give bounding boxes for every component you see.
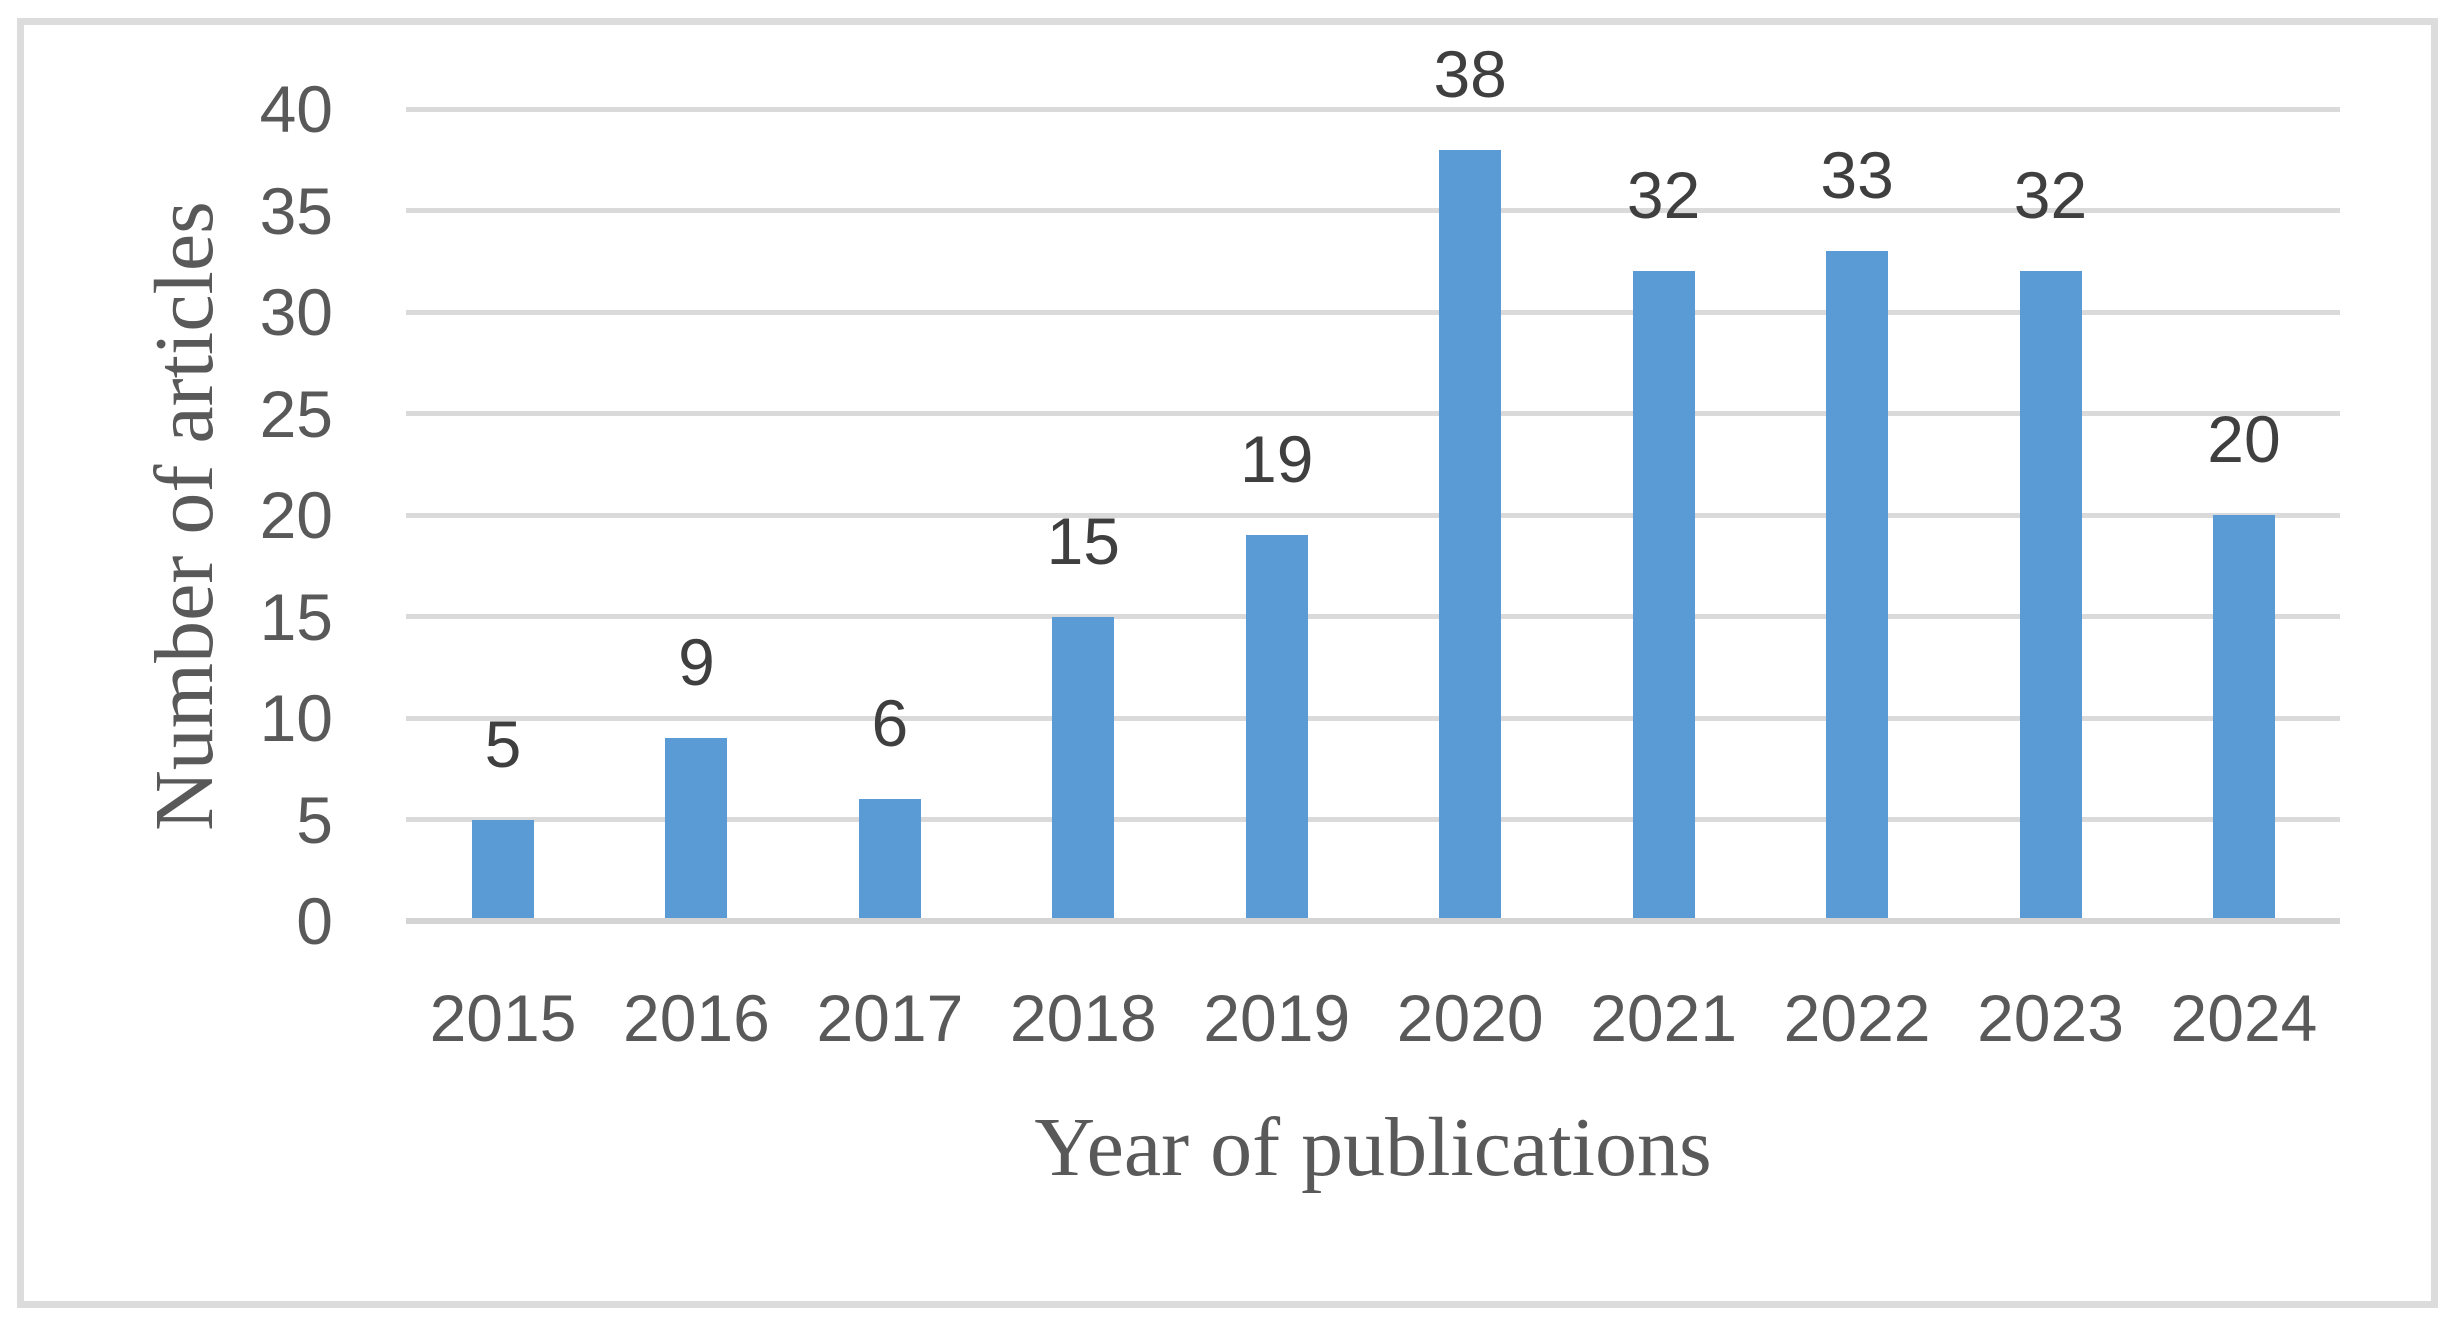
gridline — [406, 411, 2340, 416]
bar-value-label-2024: 20 — [2207, 402, 2281, 476]
x-tick-label-2021: 2021 — [1590, 981, 1738, 1055]
x-axis-title: Year of publications — [1034, 1101, 1712, 1194]
x-tick-label-2020: 2020 — [1396, 981, 1544, 1055]
bar-2021 — [1632, 271, 1695, 921]
y-tick-label: 30 — [259, 275, 333, 349]
x-tick-label-2015: 2015 — [429, 981, 577, 1055]
bar-value-label-2022: 33 — [1820, 138, 1894, 213]
bar-2023 — [2019, 271, 2082, 921]
x-tick-label-2016: 2016 — [623, 981, 770, 1055]
x-tick-label-2024: 2024 — [2170, 981, 2318, 1055]
gridline — [406, 512, 2340, 518]
bar-2022 — [1826, 251, 1889, 921]
gridline — [406, 309, 2340, 315]
y-tick-label: 10 — [259, 681, 333, 755]
bar-2020 — [1439, 149, 1502, 921]
y-tick-label: 25 — [259, 376, 333, 451]
bar-value-label-2018: 15 — [1046, 503, 1121, 578]
bar-value-label-2019: 19 — [1240, 422, 1314, 497]
bar-value-label-2016: 9 — [678, 625, 715, 700]
y-tick-label: 0 — [296, 884, 333, 958]
bar-2019 — [1245, 535, 1308, 921]
x-tick-label-2023: 2023 — [1977, 981, 2124, 1055]
gridline — [406, 106, 2340, 112]
plot-area: 5 9 6 15 19 38 32 33 32 20 — [406, 41, 2340, 924]
x-tick-label-2018: 2018 — [1009, 981, 1157, 1055]
figure-border — [17, 18, 2438, 1308]
bar-value-label-2017: 6 — [871, 686, 909, 761]
y-tick-label: 20 — [259, 478, 333, 552]
x-tick-label-2019: 2019 — [1203, 981, 1351, 1055]
gridline — [406, 715, 2340, 721]
bar-value-label-2015: 5 — [484, 706, 522, 781]
bar-2018 — [1052, 616, 1115, 921]
x-tick-label-2017: 2017 — [816, 981, 964, 1055]
bar-2024 — [2212, 515, 2275, 921]
gridline — [406, 614, 2340, 619]
y-tick-label: 15 — [259, 579, 333, 654]
bar-value-label-2023: 32 — [2013, 158, 2088, 233]
gridline — [406, 208, 2340, 213]
bar-2015 — [472, 819, 534, 921]
gridline — [406, 817, 2340, 822]
x-axis-line — [406, 918, 2340, 924]
bar-value-label-2021: 32 — [1626, 158, 1701, 233]
x-tick-label-2022: 2022 — [1783, 981, 1931, 1055]
y-tick-label: 5 — [296, 782, 333, 857]
bar-2017 — [858, 799, 921, 921]
bar-2016 — [665, 738, 728, 921]
y-tick-label: 35 — [259, 173, 333, 248]
bar-value-label-2020: 38 — [1433, 36, 1507, 111]
y-tick-label: 40 — [259, 72, 333, 146]
